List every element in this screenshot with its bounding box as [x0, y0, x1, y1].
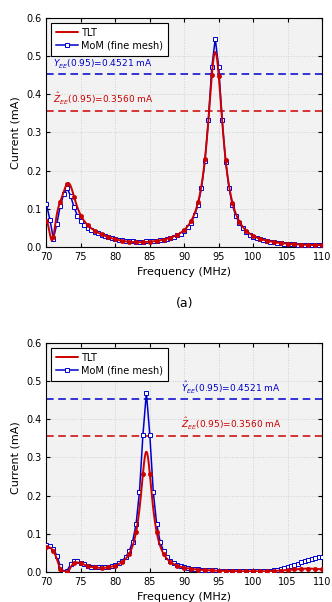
TLT	[150, 238, 154, 245]
X-axis label: Frequency (MHz): Frequency (MHz)	[137, 267, 231, 278]
TLT	[76, 205, 80, 213]
MoM (fine mesh)	[320, 241, 324, 249]
TLT	[92, 227, 96, 234]
TLT	[308, 241, 312, 249]
MoM (fine mesh)	[289, 563, 293, 570]
TLT	[162, 236, 166, 243]
Text: $\hat{Z}_{EE}(0.95)$=0.3560 mA: $\hat{Z}_{EE}(0.95)$=0.3560 mA	[53, 90, 154, 107]
Text: $\hat{Y}_{EE}(0.95)$=0.4521 mA: $\hat{Y}_{EE}(0.95)$=0.4521 mA	[181, 379, 281, 396]
MoM (fine mesh)	[144, 389, 148, 396]
MoM (fine mesh)	[296, 241, 300, 248]
MoM (fine mesh)	[62, 568, 66, 575]
MoM (fine mesh)	[44, 542, 48, 549]
Line: MoM (fine mesh): MoM (fine mesh)	[44, 391, 324, 574]
MoM (fine mesh)	[44, 201, 48, 208]
Text: (a): (a)	[176, 297, 193, 310]
MoM (fine mesh)	[286, 240, 290, 247]
TLT	[44, 543, 48, 550]
Legend: TLT, MoM (fine mesh): TLT, MoM (fine mesh)	[51, 23, 168, 55]
MoM (fine mesh)	[320, 554, 324, 561]
Line: TLT: TLT	[46, 452, 322, 571]
Text: $\hat{Z}_{EE}(0.95)$=0.3560 mA: $\hat{Z}_{EE}(0.95)$=0.3560 mA	[181, 415, 281, 432]
MoM (fine mesh)	[306, 241, 310, 249]
TLT	[144, 448, 148, 455]
Y-axis label: Current (mA): Current (mA)	[11, 96, 21, 169]
TLT	[92, 564, 96, 571]
MoM (fine mesh)	[299, 559, 303, 566]
TLT	[320, 241, 324, 249]
MoM (fine mesh)	[251, 233, 255, 240]
MoM (fine mesh)	[213, 35, 217, 42]
Text: $\hat{Y}_{EE}(0.95)$=0.4521 mA: $\hat{Y}_{EE}(0.95)$=0.4521 mA	[53, 55, 153, 70]
TLT	[285, 566, 289, 574]
MoM (fine mesh)	[224, 567, 228, 574]
MoM (fine mesh)	[220, 116, 224, 123]
MoM (fine mesh)	[203, 566, 207, 574]
Legend: TLT, MoM (fine mesh): TLT, MoM (fine mesh)	[51, 348, 168, 380]
TLT	[162, 551, 166, 559]
Line: TLT: TLT	[46, 52, 322, 245]
TLT	[315, 565, 319, 573]
Line: MoM (fine mesh): MoM (fine mesh)	[44, 37, 324, 247]
TLT	[320, 566, 324, 573]
TLT	[76, 559, 80, 566]
Y-axis label: Current (mA): Current (mA)	[11, 421, 21, 494]
MoM (fine mesh)	[272, 239, 276, 246]
TLT	[59, 568, 63, 575]
TLT	[150, 497, 154, 504]
TLT	[44, 217, 48, 224]
MoM (fine mesh)	[255, 568, 259, 575]
MoM (fine mesh)	[196, 201, 200, 208]
TLT	[213, 48, 217, 55]
TLT	[315, 241, 319, 249]
MoM (fine mesh)	[275, 566, 279, 573]
TLT	[285, 240, 289, 247]
X-axis label: Frequency (MHz): Frequency (MHz)	[137, 592, 231, 602]
